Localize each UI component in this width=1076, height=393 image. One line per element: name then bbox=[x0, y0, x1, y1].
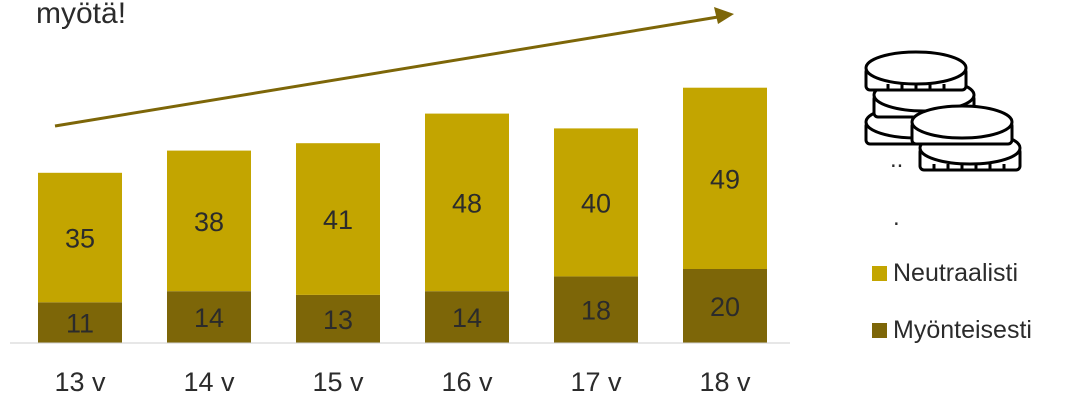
trend-arrow bbox=[54, 7, 734, 128]
data-label-neutral-2: 41 bbox=[323, 205, 353, 235]
data-label-neutral-0: 35 bbox=[65, 224, 95, 254]
ellipsis-dot: . bbox=[893, 204, 900, 231]
bar-segment-neutral-0 bbox=[38, 172, 122, 303]
data-label-positive-0: 11 bbox=[66, 309, 94, 339]
data-label-positive-3: 14 bbox=[452, 303, 482, 333]
bar-segment-positive-4 bbox=[554, 276, 638, 343]
coin-stack-icon bbox=[864, 50, 1022, 172]
legend-label-neutral: Neutraalisti bbox=[893, 258, 1019, 287]
bar-segment-positive-1 bbox=[167, 291, 251, 343]
x-tick-label-0: 13 v bbox=[54, 367, 106, 393]
data-label-neutral-4: 40 bbox=[581, 188, 611, 218]
legend-item-positive: Myönteisesti bbox=[872, 315, 1032, 345]
bar-segment-positive-0 bbox=[38, 302, 122, 343]
bar-segment-positive-5 bbox=[683, 269, 767, 343]
bar-segment-neutral-3 bbox=[425, 113, 509, 292]
bar-segment-neutral-4 bbox=[554, 128, 638, 277]
x-tick-label-4: 17 v bbox=[570, 367, 622, 393]
data-label-positive-4: 18 bbox=[581, 296, 611, 326]
data-label-positive-2: 13 bbox=[323, 305, 353, 335]
x-tick-label-1: 14 v bbox=[183, 367, 235, 393]
data-label-neutral-5: 49 bbox=[710, 164, 740, 194]
x-tick-label-5: 18 v bbox=[699, 367, 751, 393]
bar-segment-positive-2 bbox=[296, 294, 380, 343]
bar-segment-neutral-1 bbox=[167, 150, 251, 292]
bar-segment-neutral-5 bbox=[683, 87, 767, 269]
bar-segment-neutral-2 bbox=[296, 143, 380, 295]
data-label-neutral-3: 48 bbox=[452, 188, 482, 218]
data-label-positive-1: 14 bbox=[194, 303, 224, 333]
legend-swatch-positive bbox=[872, 322, 887, 338]
legend-item-neutral: Neutraalisti bbox=[872, 258, 1018, 288]
x-tick-label-3: 16 v bbox=[441, 367, 493, 393]
data-label-positive-5: 20 bbox=[710, 292, 740, 322]
bar-segment-positive-3 bbox=[425, 291, 509, 343]
headline: myötä! bbox=[36, 0, 127, 30]
legend-label-positive: Myönteisesti bbox=[893, 315, 1032, 344]
data-label-neutral-1: 38 bbox=[194, 207, 224, 237]
x-tick-label-2: 15 v bbox=[312, 367, 364, 393]
ellipsis-dots: .. bbox=[890, 146, 904, 173]
legend-swatch-neutral bbox=[872, 265, 887, 281]
